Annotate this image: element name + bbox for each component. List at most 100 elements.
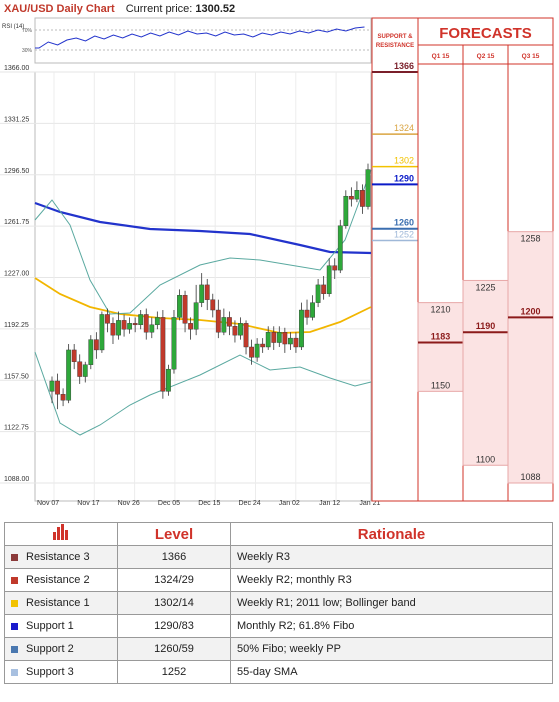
candle-body [99, 314, 105, 351]
candle-body [343, 195, 349, 226]
level-value: 1324/29 [117, 568, 231, 592]
level-value: 1290/83 [117, 614, 231, 638]
candle-body [271, 332, 277, 343]
candle-body [49, 380, 55, 392]
candle-body [77, 361, 83, 377]
chart-title: XAU/USD Daily Chart [4, 3, 115, 15]
candle-body [354, 190, 360, 200]
candle-body [188, 323, 193, 330]
candle-body [282, 332, 288, 345]
candle-body [260, 343, 266, 348]
forecast-low-label: 1088 [520, 472, 540, 482]
candle-body [132, 323, 138, 326]
candle-body [254, 343, 260, 358]
sr-level-label: 1302 [394, 156, 414, 166]
rsi-line [35, 26, 365, 49]
forecast-high-label: 1210 [430, 305, 450, 315]
candle-body [348, 195, 354, 200]
table-row: Resistance 1 1302/14 Weekly R1; 2011 low; … [4, 591, 553, 615]
table-row: Support 3 1252 55-day SMA [4, 660, 553, 684]
candle-body [193, 302, 199, 330]
level-name: Support 2 [4, 637, 118, 661]
candle-body [232, 326, 238, 336]
bar-chart-icon [4, 522, 118, 546]
candle-body [238, 323, 243, 336]
candle-body [149, 324, 155, 333]
quarter-label: Q2 15 [477, 53, 495, 60]
sr-title-2: RESISTANCE [376, 43, 414, 49]
color-swatch [11, 576, 18, 584]
color-swatch [11, 668, 18, 676]
level-rationale: Monthly R2; 61.8% Fibo [230, 614, 553, 638]
table-row: Support 2 1260/59 50% Fibo; weekly PP [4, 637, 553, 661]
rsi-30-label: 30% [22, 48, 33, 54]
table-row: Resistance 2 1324/29 Weekly R2; monthly R3 [4, 568, 553, 592]
x-tick-label: Jan 21 [359, 500, 380, 507]
rsi-label: RSI (14) [2, 24, 24, 30]
candle-body [299, 309, 304, 348]
level-name-text: Resistance 3 [26, 551, 90, 563]
current-price-label: Current price: [125, 3, 193, 15]
candle-body [310, 302, 315, 318]
table-header-row: Level Rationale [4, 522, 553, 546]
candle-body [304, 309, 310, 318]
chart-title-bar: XAU/USD Daily Chart Current price: 1300.… [4, 3, 235, 15]
level-value: 1252 [117, 660, 231, 684]
candle-body [315, 284, 321, 303]
candle-body [293, 337, 299, 348]
color-swatch [11, 553, 18, 561]
y-tick-label: 1227.00 [4, 271, 29, 278]
forecast-low-label: 1150 [431, 380, 450, 390]
forecast-range [462, 279, 509, 466]
y-tick-label: 1192.25 [4, 322, 29, 329]
level-value: 1302/14 [117, 591, 231, 615]
sr-level-label: 1324 [394, 123, 414, 133]
candle-body [171, 317, 177, 370]
candle-body [210, 299, 216, 311]
y-tick-label: 1088.00 [4, 476, 29, 483]
level-name: Resistance 3 [4, 545, 118, 569]
rationale-header: Rationale [230, 522, 553, 546]
quarter-label: Q3 15 [522, 53, 540, 60]
level-rationale: 55-day SMA [230, 660, 553, 684]
level-value: 1260/59 [117, 637, 231, 661]
candle-body [177, 295, 182, 318]
level-rationale: Weekly R3 [230, 545, 553, 569]
x-tick-label: Nov 07 [37, 500, 59, 507]
forecast-low-label: 1100 [476, 454, 495, 464]
y-tick-label: 1261.75 [4, 219, 29, 226]
level-name-text: Support 3 [26, 666, 74, 678]
sr-level-label: 1290 [394, 173, 414, 183]
current-price-value: 1300.52 [195, 3, 236, 15]
candle-body [127, 323, 133, 330]
level-name-text: Support 2 [26, 643, 74, 655]
y-tick-label: 1331.25 [4, 116, 29, 123]
candle-body [321, 284, 327, 294]
sr-level-label: 1366 [394, 61, 414, 71]
candle-body [249, 346, 254, 358]
level-name: Resistance 2 [4, 568, 118, 592]
bollinger-mid-line [34, 277, 372, 334]
y-tick-label: 1122.75 [4, 425, 29, 432]
candle-body [160, 317, 166, 392]
candle-body [138, 314, 144, 326]
candle-body [143, 314, 149, 333]
x-tick-label: Nov 26 [118, 500, 140, 507]
y-tick-label: 1296.50 [4, 168, 29, 175]
quarter-label: Q1 15 [432, 53, 450, 60]
sr-level-label: 1252 [394, 230, 414, 240]
x-tick-label: Dec 24 [239, 500, 261, 507]
x-tick-label: Nov 17 [77, 500, 99, 507]
price-chart: RSI (14)70% 30% 1366.00 1331.25 1296.50 1261.… [0, 17, 554, 507]
candle-body [365, 169, 371, 207]
rsi-70-label: 70% [22, 28, 33, 34]
x-tick-label: Jan 02 [279, 500, 300, 507]
candle-body [243, 323, 249, 348]
candle-body [215, 309, 221, 333]
table-row: Resistance 3 1366 Weekly R3 [4, 545, 553, 569]
forecast-mid-label: 1183 [431, 332, 451, 342]
y-tick-label: 1366.00 [4, 65, 29, 72]
forecast-range [417, 302, 464, 392]
sr-title: SUPPORT & [377, 34, 413, 40]
color-swatch [11, 645, 18, 653]
